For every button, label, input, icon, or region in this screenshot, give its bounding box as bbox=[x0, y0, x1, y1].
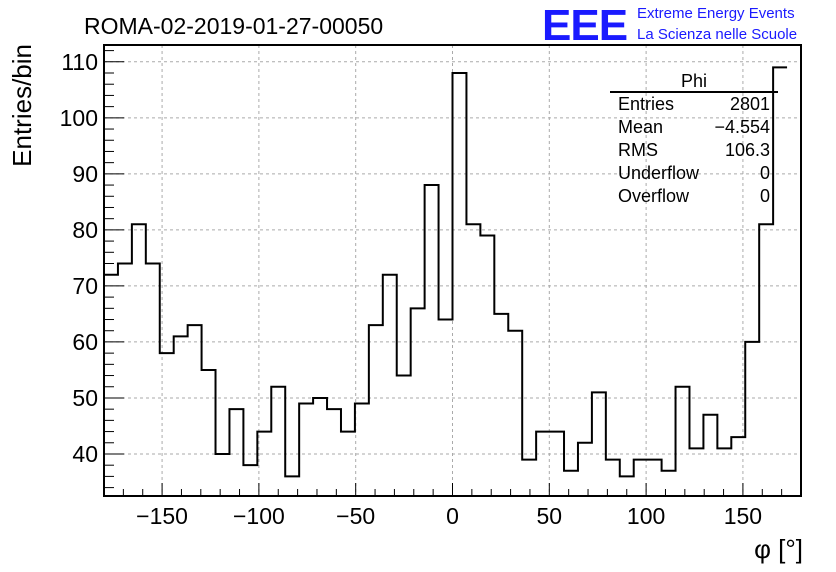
histogram-bin: 65 bbox=[494, 314, 508, 496]
histogram-bin: 48 bbox=[327, 409, 341, 496]
histogram-bin: 44 bbox=[536, 432, 550, 496]
y-tick-label: 90 bbox=[72, 161, 98, 187]
histogram-bin: 81 bbox=[759, 224, 773, 496]
stats-row-value: −4.554 bbox=[714, 117, 770, 137]
y-tick-label: 50 bbox=[72, 385, 98, 411]
histogram-bin: 51 bbox=[592, 392, 606, 496]
histogram-bin: 39 bbox=[522, 460, 536, 496]
histogram-bin: 74 bbox=[118, 263, 132, 496]
histogram-bin: 109 bbox=[773, 67, 787, 496]
x-axis-label: φ [°] bbox=[754, 534, 803, 564]
histogram-bin: 62 bbox=[508, 331, 522, 496]
y-tick-label: 60 bbox=[72, 329, 98, 355]
x-tick-label: 100 bbox=[627, 503, 665, 529]
histogram-bin: 44 bbox=[257, 432, 271, 496]
x-tick-label: 150 bbox=[724, 503, 762, 529]
histogram-bin: 36 bbox=[285, 476, 299, 496]
eee-logo: EEE Extreme Energy Events La Scienza nel… bbox=[542, 1, 797, 50]
histogram-bin: 74 bbox=[146, 263, 160, 496]
y-tick-label: 80 bbox=[72, 217, 98, 243]
y-axis-label: Entries/bin bbox=[7, 44, 37, 167]
x-tick-label: −150 bbox=[136, 503, 188, 529]
histogram-bin: 40 bbox=[216, 454, 230, 496]
histogram-bin: 41 bbox=[717, 448, 731, 496]
histogram-bin: 38 bbox=[243, 465, 257, 496]
logo-line-2: La Scienza nelle Scuole bbox=[637, 26, 797, 43]
y-tick-label: 70 bbox=[72, 273, 98, 299]
chart-title: ROMA-02-2019-01-27-00050 bbox=[84, 13, 383, 39]
histogram-outline bbox=[104, 66, 788, 478]
stats-row-label: RMS bbox=[618, 140, 658, 160]
histogram-bin: 42 bbox=[578, 443, 592, 496]
histogram-bin: 52 bbox=[676, 387, 690, 496]
histogram-bin: 54 bbox=[397, 376, 411, 496]
histogram-bin: 37 bbox=[564, 471, 578, 496]
histogram-series: 7274817458616355404838445236495048444963… bbox=[104, 66, 788, 496]
histogram-bin: 88 bbox=[425, 185, 439, 496]
x-tick-label: 50 bbox=[537, 503, 563, 529]
histogram-bin: 47 bbox=[703, 415, 717, 496]
x-tick-label: −50 bbox=[336, 503, 375, 529]
stats-row-label: Underflow bbox=[618, 163, 700, 183]
histogram-bin: 55 bbox=[202, 370, 216, 496]
histogram-bin: 108 bbox=[453, 73, 467, 496]
histogram-bin: 58 bbox=[160, 353, 174, 496]
histogram-bin: 60 bbox=[745, 342, 759, 496]
logo-line-1: Extreme Energy Events bbox=[637, 5, 795, 22]
histogram-bin: 39 bbox=[648, 460, 662, 496]
stats-row-label: Overflow bbox=[618, 186, 690, 206]
stats-row-label: Entries bbox=[618, 94, 674, 114]
stats-row-label: Mean bbox=[618, 117, 663, 137]
histogram-bin: 39 bbox=[606, 460, 620, 496]
y-tick-label: 100 bbox=[60, 105, 98, 131]
x-tick-label: −100 bbox=[233, 503, 285, 529]
eee-logo-mark: EEE bbox=[542, 1, 627, 50]
stats-row-value: 2801 bbox=[730, 94, 770, 114]
histogram-bin: 48 bbox=[229, 409, 243, 496]
x-tick-label: 0 bbox=[446, 503, 459, 529]
stats-rows: Entries 2801 Mean −4.554 RMS 106.3 Underflow 0 O… bbox=[618, 94, 770, 206]
histogram-bin: 49 bbox=[355, 404, 369, 496]
stats-row-value: 106.3 bbox=[725, 140, 770, 160]
axis-ticks bbox=[104, 50, 783, 496]
histogram-bin: 44 bbox=[341, 432, 355, 496]
stats-row-value: 0 bbox=[760, 163, 770, 183]
histogram-bin: 41 bbox=[689, 448, 703, 496]
histogram-bin: 79 bbox=[480, 235, 494, 496]
y-tick-labels: 40 50 60 70 80 90 100 110 bbox=[60, 49, 98, 467]
y-tick-label: 110 bbox=[61, 49, 98, 75]
histogram-bin: 44 bbox=[550, 432, 564, 496]
x-tick-labels: −150 −100 −50 0 50 100 150 bbox=[136, 503, 762, 529]
stats-box: Phi Entries 2801 Mean −4.554 RMS 106.3 Underfl… bbox=[610, 71, 778, 206]
histogram-bin: 63 bbox=[188, 325, 202, 496]
histogram-bin: 39 bbox=[634, 460, 648, 496]
histogram-bin: 50 bbox=[313, 398, 327, 496]
histogram-bin: 63 bbox=[369, 325, 383, 496]
histogram-bin: 37 bbox=[662, 471, 676, 496]
histogram-bin: 61 bbox=[174, 336, 188, 496]
histogram-bin: 52 bbox=[271, 387, 285, 496]
y-tick-label: 40 bbox=[72, 441, 98, 467]
histogram-bin: 64 bbox=[439, 320, 453, 496]
stats-title: Phi bbox=[681, 71, 707, 91]
histogram-bin: 66 bbox=[411, 308, 425, 496]
histogram-bin: 81 bbox=[466, 224, 480, 496]
histogram-bin: 72 bbox=[383, 275, 397, 496]
histogram-bin: 81 bbox=[132, 224, 146, 496]
stats-row-value: 0 bbox=[760, 186, 770, 206]
histogram-bin: 49 bbox=[299, 404, 313, 496]
